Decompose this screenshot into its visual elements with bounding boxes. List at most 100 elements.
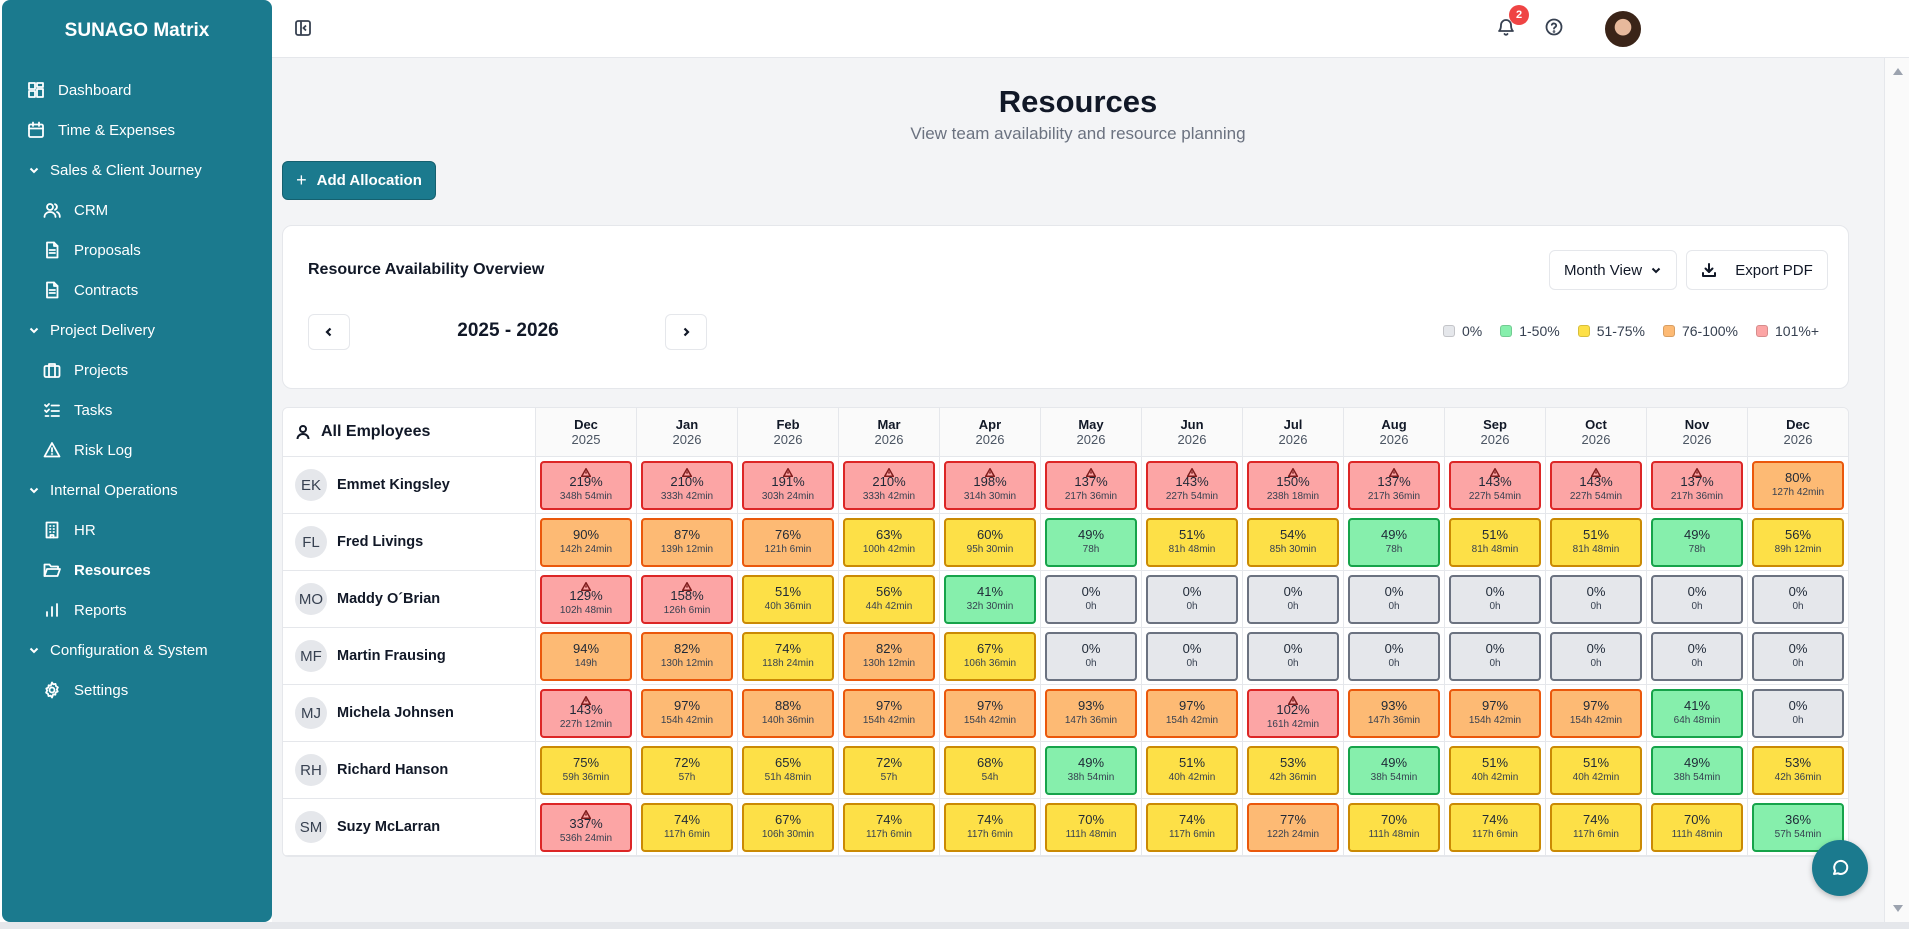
allocation-cell[interactable]: 94% 149h [536,628,637,685]
allocation-cell[interactable]: 90% 142h 24min [536,514,637,571]
allocation-chip[interactable]: 74% 118h 24min [742,631,834,681]
allocation-cell[interactable]: 0% 0h [1546,628,1647,685]
allocation-cell[interactable]: 56% 44h 42min [839,571,940,628]
allocation-cell[interactable]: 0% 0h [1546,571,1647,628]
allocation-chip[interactable]: 75% 59h 36min [540,745,632,795]
allocation-chip[interactable]: 143% 227h 54min [1449,460,1541,510]
allocation-cell[interactable]: 93% 147h 36min [1041,685,1142,742]
allocation-chip[interactable]: 143% 227h 54min [1550,460,1642,510]
allocation-cell[interactable]: 87% 139h 12min [637,514,738,571]
sidebar-item-settings[interactable]: Settings [2,670,272,710]
allocation-chip[interactable]: 90% 142h 24min [540,517,632,567]
allocation-cell[interactable]: 0% 0h [1243,628,1344,685]
allocation-cell[interactable]: 97% 154h 42min [940,685,1041,742]
allocation-cell[interactable]: 74% 117h 6min [637,799,738,856]
allocation-chip[interactable]: 102% 161h 42min [1247,688,1339,738]
allocation-chip[interactable]: 51% 40h 42min [1550,745,1642,795]
scrollbar-thumb[interactable] [1891,84,1903,904]
allocation-cell[interactable]: 49% 78h [1647,514,1748,571]
sidebar-item-projects[interactable]: Projects [2,350,272,390]
allocation-chip[interactable]: 72% 57h [641,745,733,795]
allocation-chip[interactable]: 68% 54h [944,745,1036,795]
allocation-cell[interactable]: 210% 333h 42min [839,457,940,514]
allocation-cell[interactable]: 75% 59h 36min [536,742,637,799]
allocation-chip[interactable]: 53% 42h 36min [1752,745,1844,795]
allocation-chip[interactable]: 74% 117h 6min [944,802,1036,852]
allocation-cell[interactable]: 0% 0h [1748,685,1848,742]
sidebar-item-dashboard[interactable]: Dashboard [2,70,272,110]
allocation-chip[interactable]: 97% 154h 42min [1146,688,1238,738]
allocation-cell[interactable]: 51% 40h 42min [1546,742,1647,799]
allocation-chip[interactable]: 51% 81h 48min [1146,517,1238,567]
allocation-chip[interactable]: 88% 140h 36min [742,688,834,738]
previous-period-button[interactable] [308,314,350,350]
allocation-chip[interactable]: 70% 111h 48min [1651,802,1743,852]
allocation-chip[interactable]: 51% 40h 42min [1449,745,1541,795]
allocation-cell[interactable]: 97% 154h 42min [1142,685,1243,742]
allocation-chip[interactable]: 0% 0h [1348,574,1440,624]
scroll-up-arrow-icon[interactable] [1893,68,1903,75]
allocation-cell[interactable]: 74% 117h 6min [839,799,940,856]
allocation-chip[interactable]: 49% 78h [1348,517,1440,567]
allocation-cell[interactable]: 56% 89h 12min [1748,514,1848,571]
sidebar-item-reports[interactable]: Reports [2,590,272,630]
allocation-chip[interactable]: 67% 106h 36min [944,631,1036,681]
allocation-chip[interactable]: 51% 40h 42min [1146,745,1238,795]
employee-row-header[interactable]: EK Emmet Kingsley [283,457,536,514]
sidebar-group-internal[interactable]: Internal Operations [2,470,272,510]
allocation-chip[interactable]: 0% 0h [1651,631,1743,681]
allocation-cell[interactable]: 77% 122h 24min [1243,799,1344,856]
allocation-chip[interactable]: 41% 32h 30min [944,574,1036,624]
allocation-chip[interactable]: 0% 0h [1449,574,1541,624]
allocation-cell[interactable]: 137% 217h 36min [1344,457,1445,514]
allocation-cell[interactable]: 76% 121h 6min [738,514,839,571]
sidebar-item-proposals[interactable]: Proposals [2,230,272,270]
sidebar-group-delivery[interactable]: Project Delivery [2,310,272,350]
allocation-cell[interactable]: 74% 117h 6min [940,799,1041,856]
allocation-cell[interactable]: 191% 303h 24min [738,457,839,514]
bell-icon[interactable] [1496,17,1516,37]
allocation-chip[interactable]: 74% 117h 6min [843,802,935,852]
allocation-chip[interactable]: 143% 227h 54min [1146,460,1238,510]
allocation-chip[interactable]: 0% 0h [1348,631,1440,681]
allocation-cell[interactable]: 0% 0h [1142,571,1243,628]
allocation-cell[interactable]: 0% 0h [1041,571,1142,628]
next-period-button[interactable] [665,314,707,350]
employee-row-header[interactable]: FL Fred Livings [283,514,536,571]
allocation-cell[interactable]: 82% 130h 12min [637,628,738,685]
sidebar-item-time[interactable]: Time & Expenses [2,110,272,150]
avatar[interactable] [1603,9,1643,49]
allocation-cell[interactable]: 0% 0h [1142,628,1243,685]
allocation-chip[interactable]: 94% 149h [540,631,632,681]
chat-button[interactable] [1812,840,1868,896]
scroll-down-arrow-icon[interactable] [1893,905,1903,912]
allocation-cell[interactable]: 0% 0h [1445,571,1546,628]
allocation-cell[interactable]: 137% 217h 36min [1647,457,1748,514]
allocation-chip[interactable]: 0% 0h [1752,574,1844,624]
allocation-cell[interactable]: 0% 0h [1243,571,1344,628]
allocation-chip[interactable]: 54% 85h 30min [1247,517,1339,567]
allocation-chip[interactable]: 0% 0h [1651,574,1743,624]
allocation-cell[interactable]: 198% 314h 30min [940,457,1041,514]
allocation-chip[interactable]: 158% 126h 6min [641,574,733,624]
allocation-cell[interactable]: 219% 348h 54min [536,457,637,514]
allocation-chip[interactable]: 97% 154h 42min [1449,688,1541,738]
allocation-cell[interactable]: 0% 0h [1344,628,1445,685]
add-allocation-button[interactable]: + Add Allocation [282,161,436,200]
allocation-cell[interactable]: 41% 64h 48min [1647,685,1748,742]
employee-row-header[interactable]: MO Maddy O´Brian [283,571,536,628]
allocation-cell[interactable]: 150% 238h 18min [1243,457,1344,514]
allocation-cell[interactable]: 97% 154h 42min [637,685,738,742]
view-select[interactable]: Month View [1549,250,1677,290]
allocation-cell[interactable]: 74% 117h 6min [1142,799,1243,856]
allocation-chip[interactable]: 210% 333h 42min [843,460,935,510]
allocation-chip[interactable]: 70% 111h 48min [1045,802,1137,852]
allocation-cell[interactable]: 82% 130h 12min [839,628,940,685]
allocation-chip[interactable]: 82% 130h 12min [843,631,935,681]
allocation-cell[interactable]: 0% 0h [1647,628,1748,685]
allocation-chip[interactable]: 72% 57h [843,745,935,795]
allocation-chip[interactable]: 129% 102h 48min [540,574,632,624]
allocation-chip[interactable]: 74% 117h 6min [1449,802,1541,852]
allocation-chip[interactable]: 210% 333h 42min [641,460,733,510]
allocation-chip[interactable]: 51% 81h 48min [1449,517,1541,567]
